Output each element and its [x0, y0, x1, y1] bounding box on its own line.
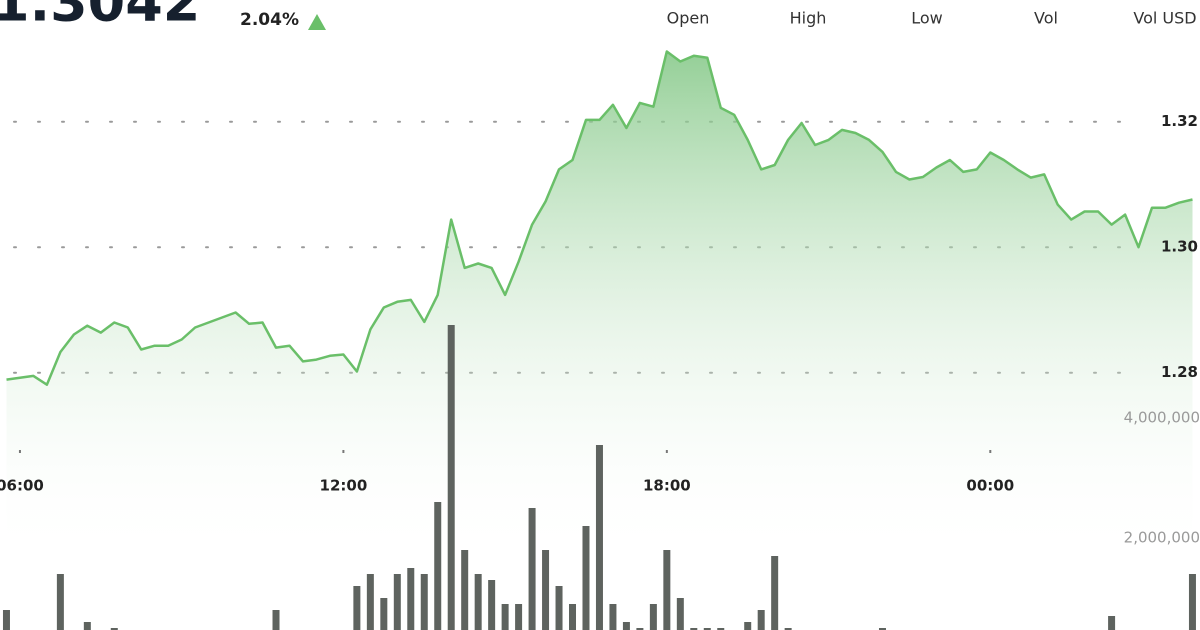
volume-bar [2, 610, 10, 630]
volume-bar [407, 568, 415, 630]
volume-bar [784, 628, 792, 630]
volume-bar [663, 550, 671, 630]
volume-bar [744, 622, 752, 630]
x-tick-label: 00:00 [966, 477, 1014, 495]
volume-bar [380, 598, 388, 630]
area-fill [6, 51, 1193, 630]
volume-bar [447, 325, 455, 630]
volume-bar [434, 502, 442, 630]
price: 1.3042 [0, 0, 200, 34]
volume-bar [515, 604, 523, 630]
volume-bar [609, 604, 617, 630]
volume-bar [56, 574, 64, 630]
volume-bar [420, 574, 428, 630]
y2-tick-label: 4,000,000 [1124, 409, 1200, 427]
column-header: Low [911, 9, 943, 28]
column-header: Vol USD [1133, 9, 1196, 28]
volume-bar [676, 598, 684, 630]
volume-bar [366, 574, 374, 630]
volume-bar [488, 580, 496, 630]
volume-bar [595, 445, 603, 630]
header: 1.3042 2.04% Open High Low Vol Vol USD [0, 0, 1197, 34]
y-tick-label: 1.28 [1161, 363, 1198, 381]
volume-bar [636, 628, 644, 630]
volume-bar [569, 604, 577, 630]
volume-bar [622, 622, 630, 630]
change: 2.04% [240, 10, 299, 30]
volume-bar [878, 628, 886, 630]
volume-bar [555, 586, 563, 630]
x-tick-label: 12:00 [320, 477, 368, 495]
area-layer [6, 51, 1193, 630]
volume-bar [461, 550, 469, 630]
volume-bar [1108, 616, 1116, 630]
volume-bar [582, 526, 590, 630]
volume-bar [83, 622, 91, 630]
line-layer [6, 50, 1193, 386]
y-tick-label: 1.30 [1161, 238, 1198, 256]
volume-bar [1188, 574, 1196, 630]
column-header: Vol [1034, 9, 1058, 28]
volume-bar [272, 610, 280, 630]
volume-bar [757, 610, 765, 630]
y-tick-label: 1.32 [1161, 112, 1198, 130]
x-tick-label: 06:00 [0, 477, 44, 495]
column-header: High [790, 9, 827, 28]
up-arrow [308, 14, 326, 30]
volume-layer [2, 325, 1196, 630]
volume-bar [528, 508, 536, 630]
volume-bar [474, 574, 482, 630]
price-line [6, 50, 1193, 386]
volume-bar [393, 574, 401, 630]
volume-bar [542, 550, 550, 630]
volume-bar [717, 628, 725, 630]
volume-bar [110, 628, 118, 630]
volume-bar [501, 604, 509, 630]
volume-bar [703, 628, 711, 630]
volume-bar [690, 628, 698, 630]
column-header: Open [667, 9, 710, 28]
volume-bar [353, 586, 361, 630]
volume-bar [771, 556, 779, 630]
y2-tick-label: 2,000,000 [1124, 529, 1200, 547]
axes-layer: 1.28 1.30 1.32 2,000,000 4,000,000 06:00 12:00… [0, 112, 1200, 546]
x-tick-label: 18:00 [643, 477, 691, 495]
volume-bar [649, 604, 657, 630]
